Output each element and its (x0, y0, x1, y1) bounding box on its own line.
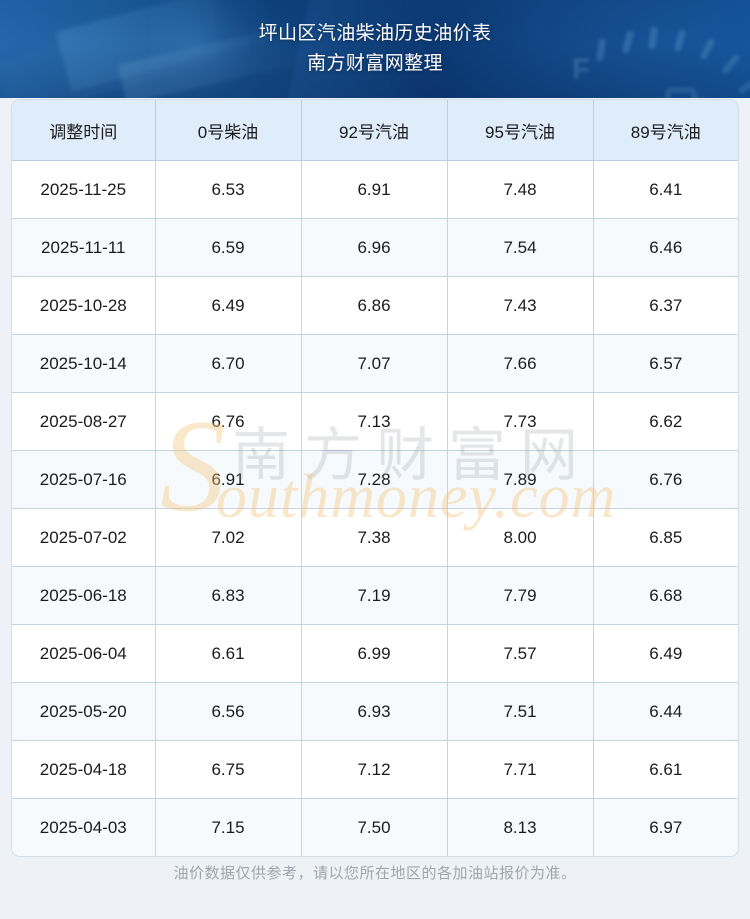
cell-petrol95: 8.00 (447, 508, 594, 567)
cell-petrol92: 7.50 (301, 798, 448, 856)
cell-petrol92: 6.91 (301, 160, 448, 219)
cell-petrol95: 7.48 (447, 160, 594, 219)
cell-petrol89: 6.37 (593, 276, 738, 335)
cell-petrol92: 6.99 (301, 624, 448, 683)
column-header-petrol95: 95号汽油 (447, 100, 594, 161)
table-row: 2025-11-11 6.59 6.96 7.54 6.46 (12, 218, 738, 277)
cell-petrol95: 7.79 (447, 566, 594, 625)
footer-disclaimer: 油价数据仅供参考，请以您所在地区的各加油站报价为准。 (173, 865, 577, 882)
cell-petrol92: 6.96 (301, 218, 448, 277)
column-header-petrol89: 89号汽油 (593, 100, 738, 161)
banner-blur-shape (150, 0, 260, 98)
table-row: 2025-04-03 7.15 7.50 8.13 6.97 (12, 798, 738, 856)
cell-petrol92: 7.28 (301, 450, 448, 509)
cell-diesel0: 6.83 (155, 566, 302, 625)
banner-overlay (0, 0, 750, 98)
cell-diesel0: 7.15 (155, 798, 302, 856)
cell-petrol95: 7.57 (447, 624, 594, 683)
cell-date: 2025-04-03 (12, 798, 156, 856)
cell-date: 2025-11-25 (12, 160, 156, 219)
cell-diesel0: 6.91 (155, 450, 302, 509)
cell-date: 2025-08-27 (12, 392, 156, 451)
page-subtitle: 南方财富网整理 (307, 53, 443, 74)
table-header: 调整时间 0号柴油 92号汽油 95号汽油 89号汽油 (12, 100, 738, 161)
cell-diesel0: 6.76 (155, 392, 302, 451)
cell-petrol89: 6.44 (593, 682, 738, 741)
cell-petrol89: 6.68 (593, 566, 738, 625)
cell-diesel0: 6.75 (155, 740, 302, 799)
cell-diesel0: 7.02 (155, 508, 302, 567)
cell-diesel0: 6.61 (155, 624, 302, 683)
cell-diesel0: 6.70 (155, 334, 302, 393)
table-row: 2025-04-18 6.75 7.12 7.71 6.61 (12, 740, 738, 799)
table-header-row: 调整时间 0号柴油 92号汽油 95号汽油 89号汽油 (12, 100, 738, 161)
cell-date: 2025-07-02 (12, 508, 156, 567)
cell-petrol92: 7.38 (301, 508, 448, 567)
column-header-petrol92: 92号汽油 (301, 100, 448, 161)
cell-diesel0: 6.59 (155, 218, 302, 277)
cell-date: 2025-05-20 (12, 682, 156, 741)
cell-date: 2025-11-11 (12, 218, 156, 277)
cell-date: 2025-10-28 (12, 276, 156, 335)
cell-diesel0: 6.56 (155, 682, 302, 741)
table-row: 2025-11-25 6.53 6.91 7.48 6.41 (12, 160, 738, 219)
cell-petrol95: 7.54 (447, 218, 594, 277)
cell-diesel0: 6.49 (155, 276, 302, 335)
cell-petrol95: 7.51 (447, 682, 594, 741)
cell-date: 2025-04-18 (12, 740, 156, 799)
table-row: 2025-10-28 6.49 6.86 7.43 6.37 (12, 276, 738, 335)
table-row: 2025-07-16 6.91 7.28 7.89 6.76 (12, 450, 738, 509)
price-table-container: 调整时间 0号柴油 92号汽油 95号汽油 89号汽油 2025-11-25 6.… (12, 100, 738, 856)
cell-petrol92: 6.93 (301, 682, 448, 741)
banner-titles: 坪山区汽油柴油历史油价表 南方财富网整理 (0, 0, 750, 98)
cell-petrol95: 8.13 (447, 798, 594, 856)
column-header-date: 调整时间 (12, 100, 156, 161)
cell-petrol89: 6.57 (593, 334, 738, 393)
banner-background (0, 0, 750, 98)
page-banner: F 坪山区汽油柴油历史油价表 南方财富网整理 (0, 0, 750, 98)
cell-date: 2025-07-16 (12, 450, 156, 509)
cell-petrol89: 6.61 (593, 740, 738, 799)
cell-date: 2025-06-18 (12, 566, 156, 625)
cell-date: 2025-10-14 (12, 334, 156, 393)
cell-petrol89: 6.76 (593, 450, 738, 509)
cell-petrol89: 6.62 (593, 392, 738, 451)
cell-petrol89: 6.97 (593, 798, 738, 856)
cell-petrol92: 7.13 (301, 392, 448, 451)
cell-petrol89: 6.46 (593, 218, 738, 277)
cell-petrol95: 7.73 (447, 392, 594, 451)
table-body: 2025-11-25 6.53 6.91 7.48 6.41 2025-11-11 6.59… (12, 160, 738, 856)
cell-date: 2025-06-04 (12, 624, 156, 683)
table-row: 2025-07-02 7.02 7.38 8.00 6.85 (12, 508, 738, 567)
table-row: 2025-08-27 6.76 7.13 7.73 6.62 (12, 392, 738, 451)
cell-petrol89: 6.85 (593, 508, 738, 567)
table-row: 2025-06-04 6.61 6.99 7.57 6.49 (12, 624, 738, 683)
cell-petrol92: 7.19 (301, 566, 448, 625)
column-header-diesel0: 0号柴油 (155, 100, 302, 161)
svg-text:F: F (572, 53, 590, 86)
cell-petrol92: 6.86 (301, 276, 448, 335)
cell-petrol89: 6.49 (593, 624, 738, 683)
cell-diesel0: 6.53 (155, 160, 302, 219)
page-title: 坪山区汽油柴油历史油价表 (258, 23, 492, 44)
cell-petrol92: 7.07 (301, 334, 448, 393)
cell-petrol95: 7.66 (447, 334, 594, 393)
table-row: 2025-05-20 6.56 6.93 7.51 6.44 (12, 682, 738, 741)
cell-petrol95: 7.89 (447, 450, 594, 509)
cell-petrol95: 7.43 (447, 276, 594, 335)
cell-petrol95: 7.71 (447, 740, 594, 799)
cell-petrol92: 7.12 (301, 740, 448, 799)
table-row: 2025-06-18 6.83 7.19 7.79 6.68 (12, 566, 738, 625)
fuel-price-table: 调整时间 0号柴油 92号汽油 95号汽油 89号汽油 2025-11-25 6.… (12, 100, 738, 856)
fuel-gauge-icon: F (572, 26, 750, 98)
table-row: 2025-10-14 6.70 7.07 7.66 6.57 (12, 334, 738, 393)
cell-petrol89: 6.41 (593, 160, 738, 219)
